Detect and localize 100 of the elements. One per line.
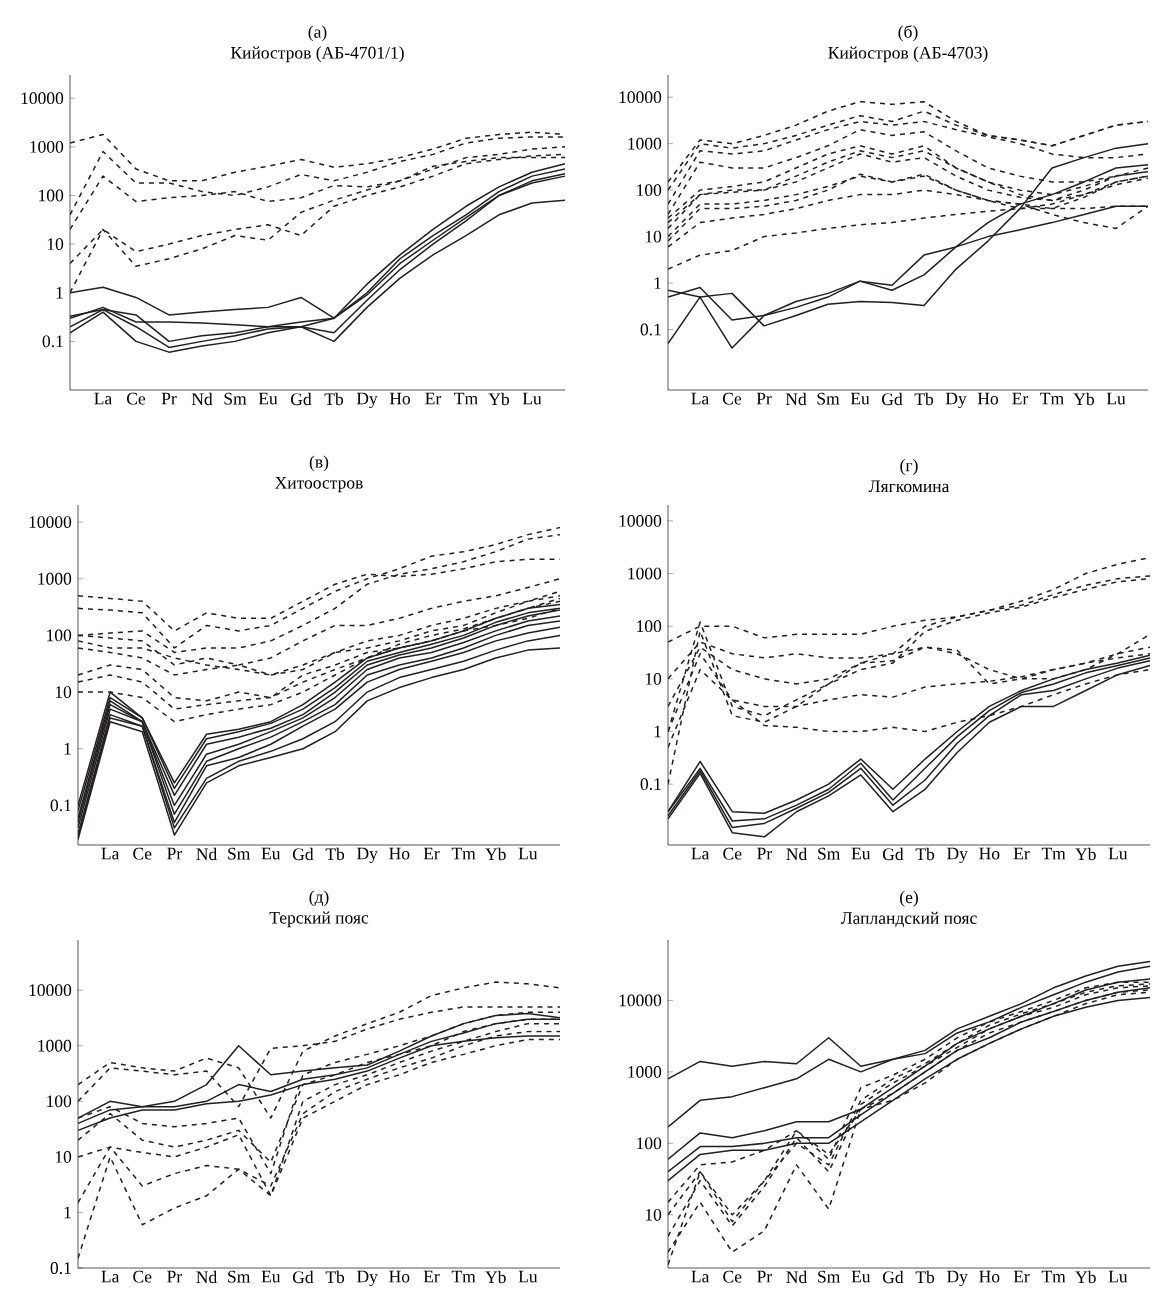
x-tick-label: Er bbox=[423, 1270, 440, 1283]
x-tick-label: Gd bbox=[882, 1270, 904, 1284]
x-tick-label: Lu bbox=[518, 1270, 538, 1283]
x-tick-label: Ho bbox=[389, 392, 411, 405]
y-tick-label: 1000 bbox=[30, 140, 64, 153]
x-tick-label: Pr bbox=[167, 847, 183, 860]
x-tick-label: Tm bbox=[1041, 1270, 1066, 1283]
x-tick-label: Tm bbox=[451, 1270, 476, 1283]
x-tick-label: Er bbox=[423, 847, 440, 860]
x-tick-label: Sm bbox=[224, 392, 247, 405]
x-tick-label: Eu bbox=[850, 392, 870, 405]
x-tick-label: Tb bbox=[914, 392, 934, 406]
y-tick-label: 1 bbox=[64, 742, 71, 755]
y-tick-label: 1000 bbox=[628, 567, 662, 580]
y-tick-label: 0.1 bbox=[50, 1262, 71, 1274]
x-tick-label: Pr bbox=[161, 392, 177, 405]
y-tick-label: 1 bbox=[64, 1206, 71, 1219]
x-tick-label: Er bbox=[1013, 847, 1030, 860]
x-tick-label: Tm bbox=[451, 847, 476, 860]
y-tick-label: 1000 bbox=[628, 1065, 662, 1078]
y-tick-label: 10000 bbox=[29, 984, 72, 997]
x-tick-label: Ce bbox=[722, 392, 742, 405]
x-tick-label: Pr bbox=[167, 1270, 183, 1283]
x-tick-label: Ce bbox=[133, 847, 152, 860]
y-tick-label: 10 bbox=[55, 1150, 72, 1163]
y-tick-label: 10000 bbox=[619, 91, 662, 104]
x-tick-label: Tm bbox=[1040, 392, 1064, 405]
y-tick-label: 10 bbox=[645, 672, 662, 685]
x-tick-label: Nd bbox=[786, 1270, 807, 1284]
chart-subtitle: Кийостров (АБ-4703) bbox=[828, 46, 988, 63]
x-tick-label: Ce bbox=[126, 392, 146, 405]
x-tick-label: Ho bbox=[979, 847, 1000, 860]
x-tick-label: Gd bbox=[292, 847, 314, 861]
x-tick-label: Eu bbox=[261, 1270, 281, 1283]
chart-title: (б) bbox=[898, 25, 918, 42]
y-tick-label: 0.1 bbox=[50, 799, 71, 812]
x-tick-label: Ho bbox=[977, 392, 999, 405]
x-tick-label: Tb bbox=[915, 847, 935, 861]
x-tick-label: Pr bbox=[757, 847, 773, 860]
y-tick-label: 100 bbox=[47, 1095, 72, 1108]
x-tick-label: Ho bbox=[389, 847, 410, 860]
x-tick-label: La bbox=[94, 392, 112, 405]
x-tick-label: Dy bbox=[947, 847, 968, 864]
x-tick-label: Dy bbox=[357, 1270, 378, 1287]
x-tick-label: Tb bbox=[915, 1270, 935, 1284]
x-tick-label: Sm bbox=[228, 1270, 251, 1283]
y-tick-label: 1 bbox=[654, 725, 661, 738]
y-tick-label: 0.1 bbox=[640, 778, 661, 791]
y-tick-label: 10 bbox=[645, 230, 662, 243]
x-tick-label: Tb bbox=[325, 1270, 345, 1284]
x-tick-label: Eu bbox=[261, 847, 281, 860]
chart-subtitle: Лапландский пояс bbox=[840, 911, 977, 928]
x-tick-label: Sm bbox=[817, 392, 840, 405]
y-tick-label: 0.1 bbox=[42, 335, 63, 348]
chart-title: (г) bbox=[900, 459, 918, 475]
x-tick-label: Lu bbox=[522, 392, 542, 405]
x-tick-label: Yb bbox=[1073, 392, 1095, 406]
y-tick-label: 1 bbox=[654, 277, 661, 289]
x-tick-label: Gd bbox=[882, 847, 904, 861]
x-tick-label: La bbox=[691, 1270, 710, 1283]
x-tick-label: Nd bbox=[196, 1270, 217, 1284]
x-tick-label: Gd bbox=[292, 1270, 314, 1284]
y-tick-label: 0.1 bbox=[640, 323, 661, 336]
x-tick-label: Eu bbox=[258, 392, 278, 405]
x-tick-label: Pr bbox=[756, 392, 772, 405]
x-tick-label: Yb bbox=[488, 392, 510, 406]
x-tick-label: Tm bbox=[1041, 847, 1066, 860]
x-tick-label: Dy bbox=[357, 847, 378, 864]
x-tick-label: Sm bbox=[228, 847, 251, 860]
x-tick-label: Dy bbox=[356, 392, 378, 409]
y-tick-label: 10000 bbox=[619, 514, 662, 527]
x-tick-label: Yb bbox=[1075, 847, 1096, 861]
y-tick-label: 1000 bbox=[38, 572, 72, 585]
x-tick-label: Lu bbox=[518, 847, 538, 860]
x-tick-label: Ce bbox=[723, 1270, 742, 1283]
x-tick-label: Er bbox=[425, 392, 442, 405]
x-tick-label: Tb bbox=[325, 847, 345, 861]
y-tick-label: 1000 bbox=[628, 137, 662, 150]
x-tick-label: La bbox=[101, 847, 120, 860]
x-tick-label: La bbox=[101, 1270, 120, 1283]
x-tick-label: Nd bbox=[785, 392, 807, 406]
y-tick-label: 100 bbox=[39, 189, 64, 202]
chart-subtitle: Хитоостров bbox=[275, 477, 363, 493]
x-tick-label: Eu bbox=[851, 847, 871, 860]
y-tick-label: 10000 bbox=[21, 92, 64, 105]
chart-subtitle: Терский пояс bbox=[269, 911, 369, 928]
chart-title: (д) bbox=[309, 890, 329, 907]
x-tick-label: Er bbox=[1012, 392, 1029, 405]
chart-subtitle: Лягкомина bbox=[868, 480, 950, 493]
x-tick-label: Eu bbox=[851, 1270, 871, 1283]
chart-title: (в) bbox=[309, 455, 329, 472]
x-tick-label: Ho bbox=[979, 1270, 1000, 1283]
x-tick-label: Ho bbox=[389, 1270, 410, 1283]
x-tick-label: Yb bbox=[485, 847, 506, 861]
x-tick-label: Er bbox=[1013, 1270, 1030, 1283]
y-tick-label: 100 bbox=[47, 629, 72, 642]
x-tick-label: Dy bbox=[947, 1270, 968, 1287]
y-tick-label: 10000 bbox=[29, 516, 72, 528]
y-tick-label: 1 bbox=[56, 286, 63, 299]
x-tick-label: Pr bbox=[757, 1270, 773, 1283]
